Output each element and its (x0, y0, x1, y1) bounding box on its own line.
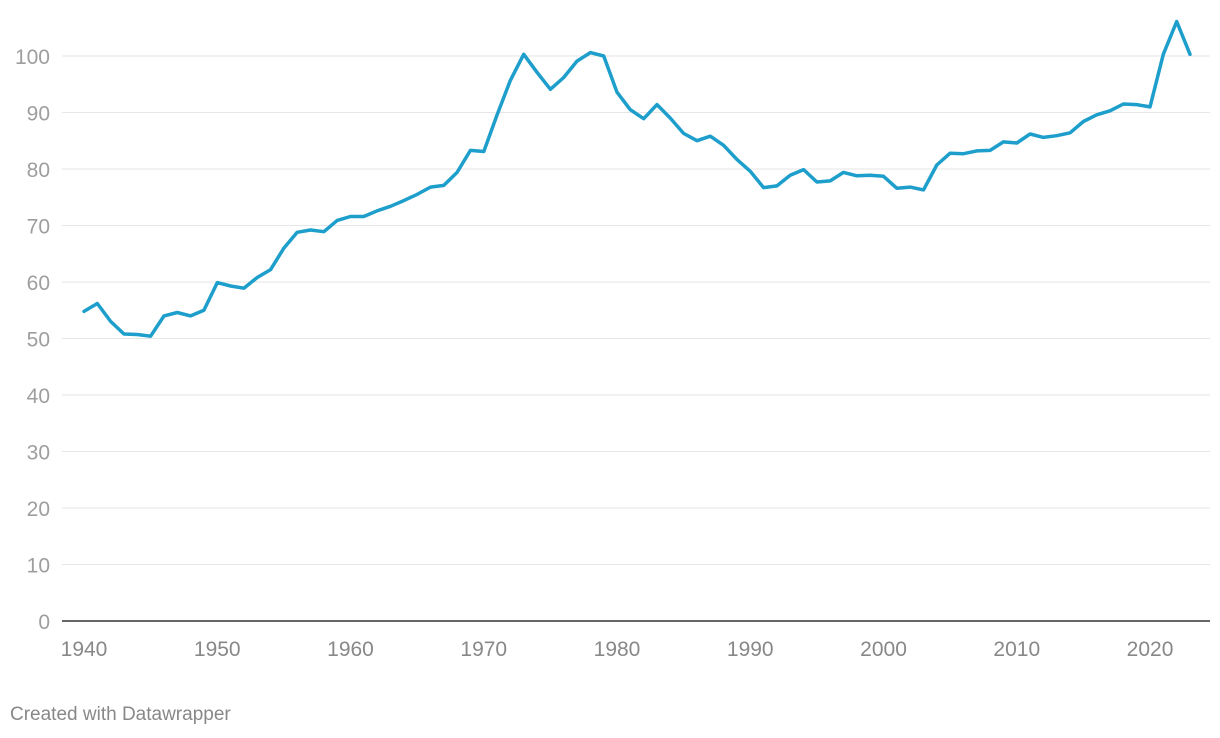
x-tick-label: 1940 (61, 638, 108, 661)
y-tick-label: 50 (27, 329, 50, 352)
datawrapper-credit[interactable]: Created with Datawrapper (10, 704, 231, 725)
y-tick-label: 70 (27, 216, 50, 239)
y-tick-label: 90 (27, 103, 50, 126)
gridlines (62, 55, 1210, 565)
x-tick-label: 1970 (460, 638, 507, 661)
series-line (82, 19, 1192, 338)
y-tick-label: 100 (15, 46, 50, 69)
x-tick-label: 2020 (1127, 638, 1174, 661)
y-tick-label: 20 (27, 498, 50, 521)
x-tick-label: 2010 (993, 638, 1040, 661)
x-tick-label: 2000 (860, 638, 907, 661)
y-tick-label: 60 (27, 272, 50, 295)
x-tick-label: 1980 (594, 638, 641, 661)
x-tick-label: 1950 (194, 638, 241, 661)
x-tick-label: 1990 (727, 638, 774, 661)
y-tick-label: 10 (27, 555, 50, 578)
y-tick-label: 40 (27, 385, 50, 408)
y-tick-label: 30 (27, 442, 50, 465)
y-axis-tick-labels: 0 10 20 30 40 50 60 70 80 90 100 (15, 46, 50, 634)
y-tick-label: 80 (27, 159, 50, 182)
x-axis-tick-labels: 1940 1950 1960 1970 1980 1990 2000 2010 2020 (61, 638, 1174, 661)
series-layer (82, 19, 1192, 338)
y-tick-label: 0 (38, 611, 50, 634)
x-tick-label: 1960 (327, 638, 374, 661)
